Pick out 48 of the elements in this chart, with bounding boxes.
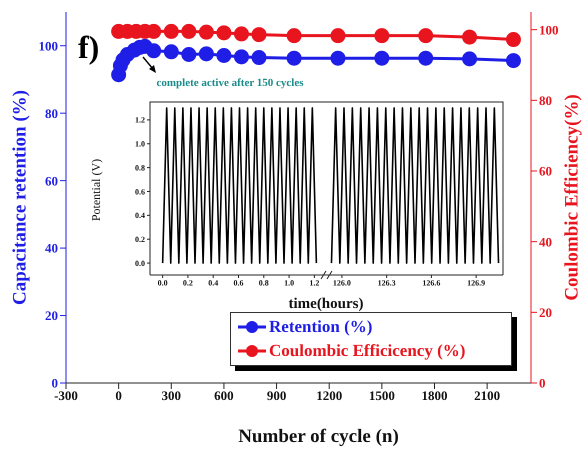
annotation: f)	[78, 29, 100, 65]
y2-tick-label: 20	[539, 304, 552, 320]
y2-axis-title: Coulombic Efficiency(%)	[562, 94, 582, 301]
x-tick-label: -300	[54, 388, 78, 404]
legend-label: Retention (%)	[269, 317, 372, 337]
x-tick-label: 0.8	[258, 278, 269, 288]
x-tick-label: 1200	[316, 388, 342, 404]
y2-tick-label: 40	[539, 234, 552, 250]
x-tick-label: 1.0	[284, 278, 294, 288]
x-tick-label: 1500	[368, 388, 395, 404]
y2-tick-label: 0	[539, 376, 546, 391]
y-tick-label: 0	[52, 376, 58, 391]
y-tick-label: 0.0	[135, 258, 145, 268]
y-axis-title: Potential (V)	[89, 158, 103, 222]
y-tick-label: 0.6	[135, 187, 145, 196]
y2-tick-label: 100	[539, 22, 558, 38]
y-tick-label: 40	[45, 240, 58, 256]
annotation: complete active after 150 cycles	[156, 77, 304, 89]
y-tick-label: 80	[45, 106, 58, 121]
x-tick-label: 126.0	[332, 278, 351, 288]
y-tick-label: 0.8	[135, 163, 145, 172]
x-tick-label: 126.3	[378, 278, 396, 288]
y-tick-label: 60	[45, 173, 58, 188]
y-tick-label: 0.2	[135, 235, 145, 244]
x-tick-label: 600	[214, 388, 234, 404]
legend-label: Coulombic Efficicency (%)	[269, 341, 466, 361]
x-tick-label: 900	[266, 388, 286, 404]
x-tick-label: 0.0	[158, 278, 168, 288]
x-tick-label: 0	[115, 388, 122, 404]
y2-tick-label: 60	[539, 164, 552, 179]
y2-tick-label: 80	[539, 92, 552, 108]
x-tick-label: 126.6	[422, 278, 440, 288]
x-tick-label: 1800	[421, 388, 448, 404]
x-tick-label: 2100	[474, 388, 500, 404]
x-tick-label: 0.2	[182, 278, 193, 288]
x-tick-label: 126.9	[467, 278, 486, 288]
y-tick-label: 1.0	[135, 140, 145, 149]
y-tick-label: 20	[45, 308, 58, 324]
y-tick-label: 100	[38, 38, 58, 54]
x-tick-label: 0.6	[234, 278, 244, 288]
x-axis-title: Number of cycle (n)	[238, 426, 399, 447]
x-axis-title: time(hours)	[288, 296, 364, 312]
x-tick-label: 300	[162, 388, 182, 404]
y-tick-label: 0.4	[135, 211, 145, 220]
x-tick-label: 1.2	[309, 278, 320, 288]
y-axis-title: Capacitance retention (%)	[10, 90, 30, 305]
x-tick-label: 0.4	[208, 278, 218, 288]
y-tick-label: 1.2	[135, 116, 145, 125]
